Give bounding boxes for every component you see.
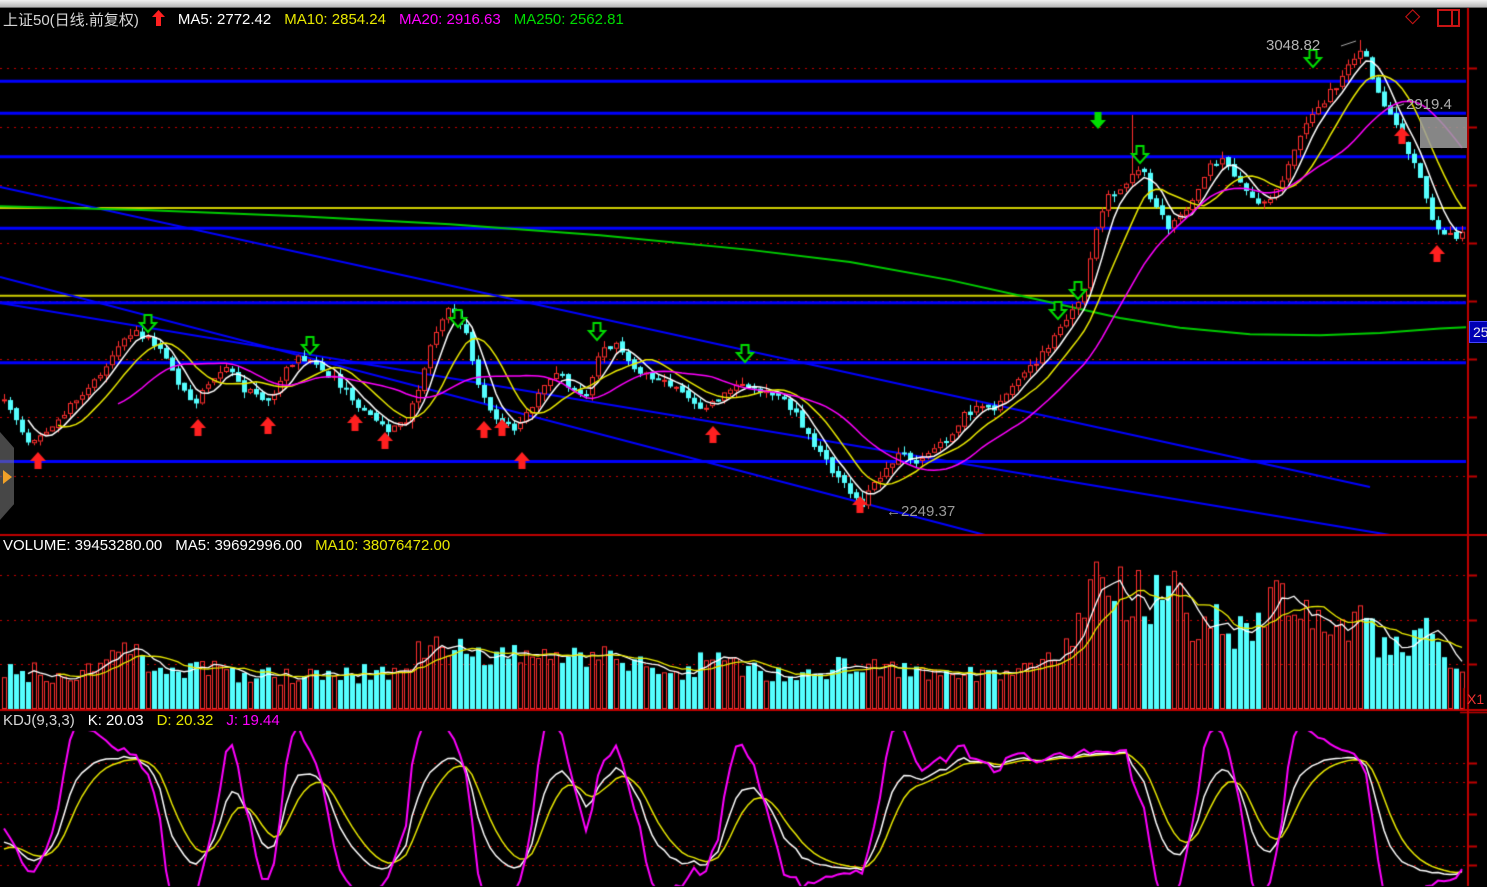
volume-ma5-readout: MA5: 39692996.00 bbox=[175, 537, 303, 554]
up-arrow-icon bbox=[151, 9, 165, 30]
split-window-icon-bar bbox=[1450, 11, 1453, 25]
ma250-readout: MA250: 2562.81 bbox=[513, 11, 624, 28]
kdj-name: KDJ(9,3,3) bbox=[3, 712, 75, 729]
peak-price-label: 3048.82 bbox=[1266, 37, 1321, 54]
right-price-label: 2919.4 bbox=[1406, 96, 1452, 113]
volume-readout: VOLUME: 39453280.00 bbox=[3, 537, 163, 554]
split-window-icon[interactable] bbox=[1437, 9, 1460, 27]
expand-triangle-icon bbox=[3, 470, 12, 484]
kdj-j-readout: J: 19.44 bbox=[226, 712, 280, 729]
kdj-k-readout: K: 20.03 bbox=[87, 712, 144, 729]
trough-price-label: ←2249.37 bbox=[886, 503, 956, 520]
window-titlebar[interactable] bbox=[0, 0, 1487, 8]
selection-overlay bbox=[1420, 117, 1467, 148]
volume-unit-label: X1 bbox=[1467, 691, 1485, 707]
ma20-readout: MA20: 2916.63 bbox=[399, 11, 501, 28]
volume-header: VOLUME: 39453280.00 MA5: 39692996.00 MA1… bbox=[3, 537, 450, 554]
ma5-readout: MA5: 2772.42 bbox=[177, 11, 272, 28]
main-chart-header: 上证50(日线.前复权) MA5: 2772.42 MA10: 2854.24 … bbox=[3, 9, 624, 30]
kdj-d-readout: D: 20.32 bbox=[156, 712, 214, 729]
diamond-icon[interactable]: ◇ bbox=[1405, 5, 1421, 27]
kdj-header: KDJ(9,3,3) K: 20.03 D: 20.32 J: 19.44 bbox=[3, 712, 280, 729]
left-panel-expand-handle[interactable] bbox=[0, 432, 14, 520]
ma10-readout: MA10: 2854.24 bbox=[284, 11, 386, 28]
instrument-title: 上证50(日线.前复权) bbox=[3, 12, 139, 29]
ma250-axis-badge: 25 bbox=[1469, 321, 1487, 343]
volume-ma10-readout: MA10: 38076472.00 bbox=[315, 537, 451, 554]
